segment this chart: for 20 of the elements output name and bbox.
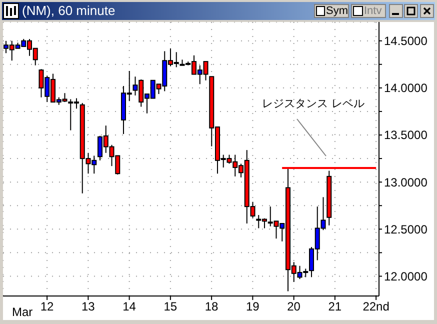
chart-title: (NM), 60 minute (22, 3, 116, 19)
x-tick-label: 22nd (362, 300, 390, 314)
x-tick-label: 15 (164, 300, 178, 314)
x-tick-label: 12 (40, 300, 54, 314)
x-axis-title: Mar (12, 305, 33, 319)
text: Intv (364, 4, 382, 18)
y-tick-label: 13.0000 (384, 175, 428, 190)
x-tick-label: 14 (122, 300, 136, 314)
y-tick-label: 14.0000 (384, 81, 428, 96)
y-tick-label: 12.0000 (384, 269, 428, 284)
y-tick-label: 13.5000 (384, 128, 428, 142)
text: Sym (326, 4, 348, 18)
x-tick-label: 20 (287, 300, 301, 314)
y-tick-label: 14.5000 (384, 34, 428, 48)
y-tick-label: 12.5000 (384, 222, 428, 236)
annotation: レジスタンス レベル (262, 96, 364, 111)
x-tick-label: 19 (246, 300, 260, 314)
x-tick-label: 21 (328, 300, 342, 314)
x-tick-label: 18 (204, 300, 219, 314)
x-tick-label: 13 (82, 300, 96, 314)
